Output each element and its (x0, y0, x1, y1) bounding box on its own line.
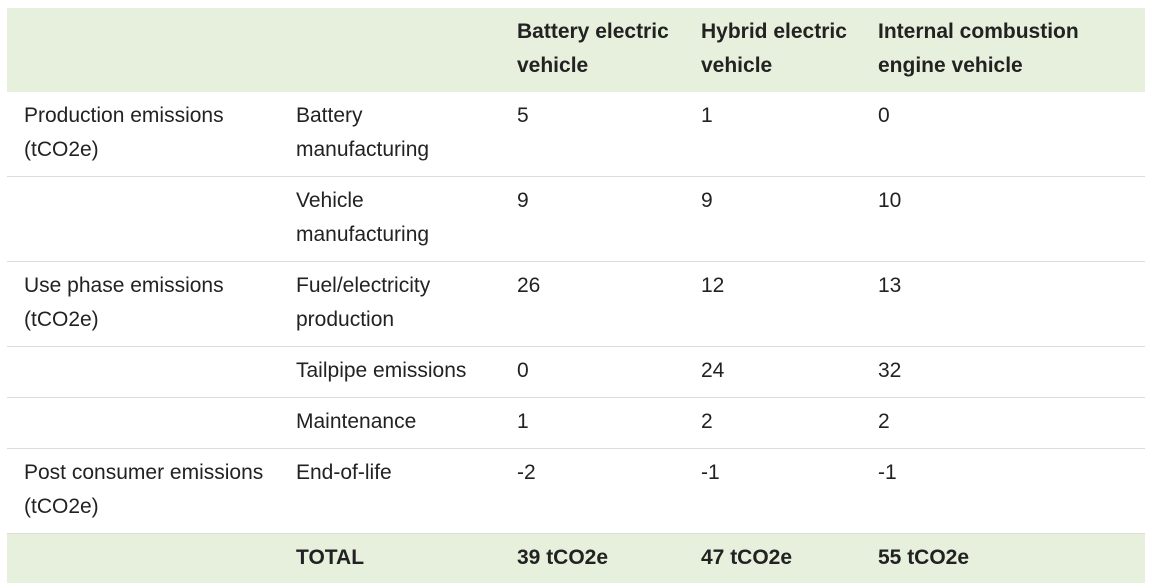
value-bev: 0 (500, 347, 684, 398)
table-row: Tailpipe emissions 0 24 32 (7, 347, 1145, 398)
value-ice: 0 (863, 92, 1145, 177)
value-ice: 32 (863, 347, 1145, 398)
value-hev: 24 (684, 347, 863, 398)
row-category: Use phase emissions (tCO2e) (7, 262, 278, 347)
value-ice: -1 (863, 449, 1145, 534)
row-category (7, 177, 278, 262)
total-row: TOTAL 39 tCO2e 47 tCO2e 55 tCO2e (7, 534, 1145, 583)
row-category (7, 398, 278, 449)
row-subcategory: End-of-life (278, 449, 500, 534)
value-hev: -1 (684, 449, 863, 534)
total-category (7, 534, 278, 583)
total-label: TOTAL (278, 534, 500, 583)
header-hybrid-electric-vehicle: Hybrid electric vehicle (684, 8, 863, 92)
row-category (7, 347, 278, 398)
header-battery-electric-vehicle: Battery electric vehicle (500, 8, 684, 92)
table-row: Use phase emissions (tCO2e) Fuel/electri… (7, 262, 1145, 347)
row-subcategory: Tailpipe emissions (278, 347, 500, 398)
table-row: Maintenance 1 2 2 (7, 398, 1145, 449)
row-subcategory: Battery manufacturing (278, 92, 500, 177)
row-subcategory: Fuel/electricity production (278, 262, 500, 347)
row-category: Post consumer emissions (tCO2e) (7, 449, 278, 534)
emissions-comparison-table: Battery electric vehicle Hybrid electric… (7, 8, 1145, 583)
value-hev: 9 (684, 177, 863, 262)
value-bev: 26 (500, 262, 684, 347)
value-bev: 9 (500, 177, 684, 262)
table-header-row: Battery electric vehicle Hybrid electric… (7, 8, 1145, 92)
value-bev: 1 (500, 398, 684, 449)
value-ice: 2 (863, 398, 1145, 449)
value-bev: -2 (500, 449, 684, 534)
header-internal-combustion-vehicle: Internal combustion engine vehicle (863, 8, 1145, 92)
row-category: Production emissions (tCO2e) (7, 92, 278, 177)
value-hev: 1 (684, 92, 863, 177)
total-ice: 55 tCO2e (863, 534, 1145, 583)
emissions-table-container: Battery electric vehicle Hybrid electric… (7, 8, 1145, 583)
value-hev: 12 (684, 262, 863, 347)
total-hev: 47 tCO2e (684, 534, 863, 583)
value-bev: 5 (500, 92, 684, 177)
table-row: Post consumer emissions (tCO2e) End-of-l… (7, 449, 1145, 534)
table-row: Vehicle manufacturing 9 9 10 (7, 177, 1145, 262)
value-hev: 2 (684, 398, 863, 449)
header-category (7, 8, 278, 92)
value-ice: 10 (863, 177, 1145, 262)
total-bev: 39 tCO2e (500, 534, 684, 583)
row-subcategory: Vehicle manufacturing (278, 177, 500, 262)
header-subcategory (278, 8, 500, 92)
table-row: Production emissions (tCO2e) Battery man… (7, 92, 1145, 177)
value-ice: 13 (863, 262, 1145, 347)
row-subcategory: Maintenance (278, 398, 500, 449)
